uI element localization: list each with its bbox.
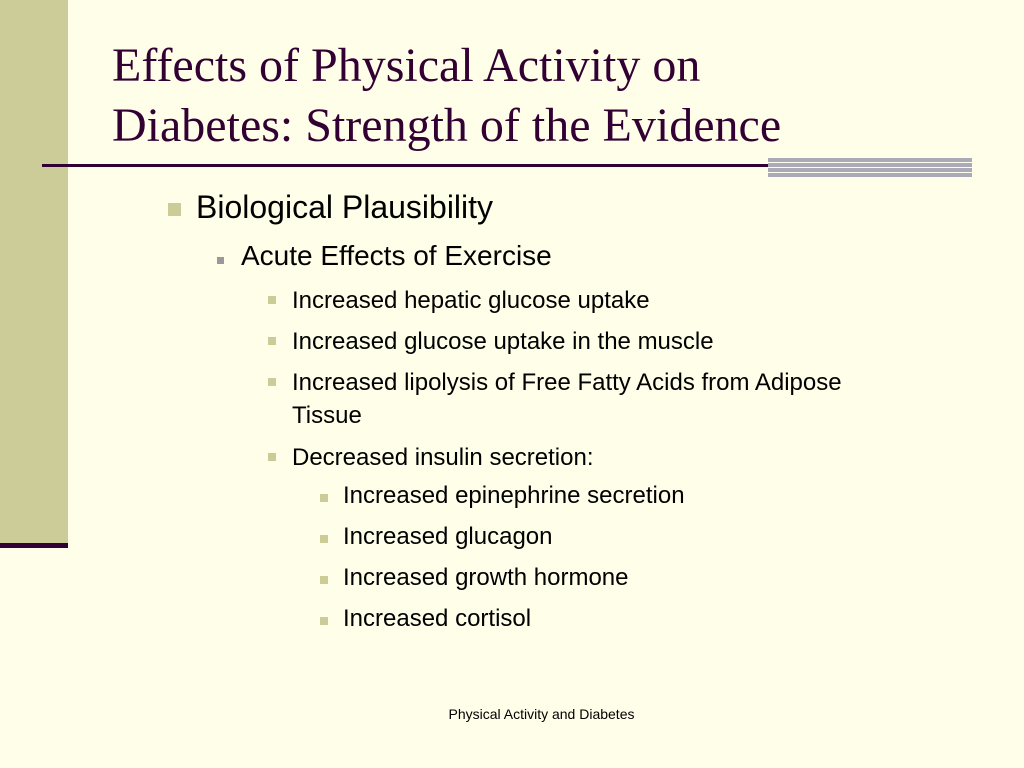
bullet-level-4: Increased epinephrine secretion bbox=[343, 482, 685, 509]
left-accent-band bbox=[0, 0, 68, 545]
bullet-level-3: Increased hepatic glucose uptake bbox=[292, 287, 650, 314]
bullet-square-icon bbox=[320, 576, 328, 584]
bullet-level-3: Increased lipolysis of Free Fatty Acids … bbox=[292, 369, 842, 396]
bullet-square-icon bbox=[320, 494, 328, 502]
title-divider-rule bbox=[42, 164, 972, 167]
bullet-level-4: Increased growth hormone bbox=[343, 564, 629, 591]
bullet-square-icon bbox=[268, 337, 276, 345]
bullet-square-icon bbox=[217, 257, 224, 264]
slide-footer: Physical Activity and Diabetes bbox=[448, 706, 635, 722]
slide-title-line-2: Diabetes: Strength of the Evidence bbox=[112, 99, 782, 152]
bullet-square-icon bbox=[320, 617, 328, 625]
slide-title-line-1: Effects of Physical Activity on bbox=[112, 39, 701, 92]
left-accent-band-stripe bbox=[0, 543, 68, 548]
bullet-level-3: Decreased insulin secretion: bbox=[292, 444, 594, 471]
bullet-square-icon bbox=[320, 535, 328, 543]
bullet-level-2: Acute Effects of Exercise bbox=[241, 240, 552, 271]
bullet-square-icon bbox=[268, 378, 276, 386]
bullet-square-icon bbox=[168, 203, 181, 216]
bullet-level-3: Increased glucose uptake in the muscle bbox=[292, 328, 714, 355]
bullet-square-icon bbox=[268, 453, 276, 461]
title-divider-grey-bar bbox=[768, 158, 972, 178]
bullet-level-1: Biological Plausibility bbox=[196, 189, 494, 225]
bullet-level-3-continuation: Tissue bbox=[292, 402, 362, 429]
bullet-square-icon bbox=[268, 296, 276, 304]
bullet-level-4: Increased cortisol bbox=[343, 605, 532, 632]
slide-title: Effects of Physical Activity on Diabetes… bbox=[112, 36, 992, 156]
bullet-level-4: Increased glucagon bbox=[343, 523, 553, 550]
